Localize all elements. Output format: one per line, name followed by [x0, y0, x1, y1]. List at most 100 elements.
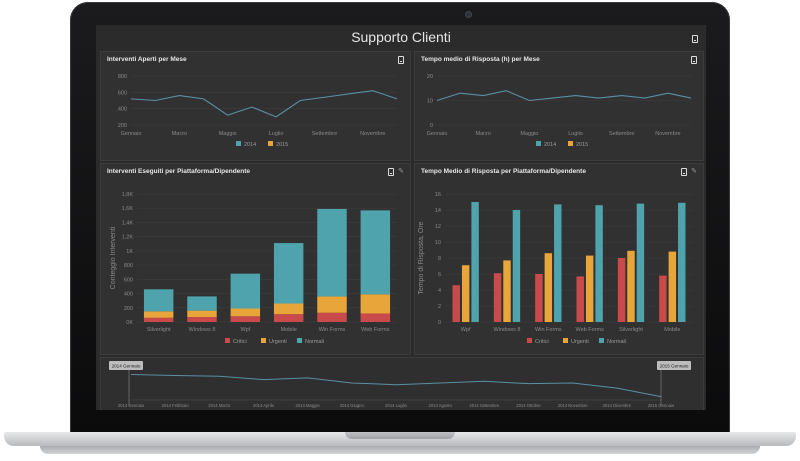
- dashboard-title: Supporto Clienti: [351, 29, 451, 45]
- y-tick-label: 2: [438, 304, 441, 310]
- x-tick-label: Gennaio: [427, 131, 448, 137]
- bar-segment: [317, 296, 347, 313]
- bar: [668, 251, 677, 322]
- range-tick-label: 2014 Novembre: [558, 403, 588, 408]
- y-tick-label: 1K: [126, 249, 133, 255]
- x-tick-label: Novembre: [655, 131, 680, 137]
- bar-segment: [360, 210, 391, 295]
- range-end-handle: [657, 361, 691, 370]
- x-tick-label: Maggio: [219, 131, 237, 137]
- bar: [544, 253, 553, 322]
- y-tick-label: 0: [430, 123, 433, 129]
- x-tick-label: Silverlight: [619, 327, 643, 333]
- x-tick-label: Gennaio: [121, 131, 142, 137]
- bar: [678, 202, 686, 322]
- panel-tempo-medio-piattaforma: Tempo Medio di Risposta per Piattaforma/…: [414, 163, 704, 355]
- range-tick-label: 2014 Maggio: [296, 403, 321, 408]
- legend-label: Normali: [607, 339, 626, 345]
- bar-segment: [230, 273, 261, 309]
- series-line: [436, 90, 692, 102]
- y-axis-label: Conteggio Interventi: [110, 226, 117, 289]
- y-tick-label: 1,4K: [122, 220, 134, 226]
- laptop-notch: [345, 432, 455, 439]
- export-button[interactable]: [692, 35, 698, 43]
- x-tick-label: Win Forms: [319, 327, 346, 333]
- export-icon[interactable]: [681, 168, 688, 176]
- legend-label: Normali: [305, 339, 324, 345]
- screen: Supporto Clienti Interventi Aperti per M…: [96, 25, 706, 410]
- range-start-label: 2014 Gennaio: [112, 364, 141, 369]
- legend-swatch: [599, 338, 604, 343]
- range-selector[interactable]: 2014 Gennaio 2014 Febbraio 2014 Marzo 2014 …: [100, 357, 704, 410]
- panel-tempo-medio-mese: Tempo medio di Risposta (h) per Mese 20 1…: [414, 51, 704, 161]
- series-line: [130, 90, 398, 118]
- chart-range-selector: 2014 Gennaio 2014 Febbraio 2014 Marzo 2014 …: [109, 361, 691, 408]
- export-icon[interactable]: [388, 168, 395, 176]
- y-tick-label: 16: [435, 192, 441, 198]
- bar: [636, 203, 645, 322]
- y-tick-label: 1,2K: [122, 235, 134, 241]
- bar-segment: [360, 294, 391, 314]
- y-tick-label: 400: [118, 107, 127, 113]
- y-tick-label: 10: [435, 240, 441, 246]
- bar-segment: [317, 312, 347, 322]
- bar: [535, 274, 543, 322]
- bar-segment: [230, 308, 261, 317]
- pin-icon[interactable]: ✎: [398, 168, 404, 175]
- y-axis-label: Tempo di Risposta, Ore: [418, 221, 425, 294]
- legend-label: Urgenti: [269, 339, 287, 345]
- legend-swatch: [261, 338, 266, 343]
- panel-title: Tempo medio di Risposta (h) per Mese: [421, 56, 540, 63]
- bar-segment: [317, 208, 347, 297]
- legend-swatch: [225, 338, 230, 343]
- panel-title: Interventi Eseguiti per Piattaforma/Dipe…: [107, 168, 251, 175]
- y-tick-label: 600: [118, 90, 127, 96]
- export-icon[interactable]: [691, 56, 697, 64]
- bar-segment: [143, 311, 174, 318]
- y-tick-label: 800: [124, 263, 133, 269]
- laptop-foot: [40, 446, 760, 454]
- x-tick-label: Wpf: [240, 327, 250, 333]
- bar: [617, 258, 626, 322]
- legend-label: Urgenti: [571, 339, 589, 345]
- y-tick-label: 8: [438, 256, 441, 262]
- bar: [493, 273, 502, 322]
- panel-interventi-aperti: Interventi Aperti per Mese 800 600 400 200 G…: [100, 51, 411, 161]
- panel-interventi-eseguiti: Interventi Eseguiti per Piattaforma/Dipe…: [100, 163, 411, 355]
- x-tick-label: Mobile: [664, 327, 680, 333]
- y-tick-label: 20: [427, 74, 433, 80]
- x-tick-label: Settembre: [312, 131, 337, 137]
- legend-label: 2014: [544, 142, 556, 148]
- x-tick-label: Wpf: [461, 327, 471, 333]
- y-tick-label: 14: [435, 208, 441, 214]
- bar-segment: [230, 316, 261, 322]
- range-tick-label: 2014 Luglio: [385, 403, 407, 408]
- bar-segment: [187, 317, 217, 322]
- legend-swatch: [527, 338, 532, 343]
- x-tick-label: Novembre: [360, 131, 385, 137]
- y-tick-label: 4: [438, 288, 441, 294]
- chart-interventi-eseguiti: 1,8K 1,6K 1,4K 1,2K 1K 800 600 400 200 0K Conteggi…: [110, 192, 397, 345]
- pin-icon[interactable]: ✎: [691, 168, 697, 175]
- bar: [471, 202, 479, 322]
- x-tick-label: Settembre: [609, 131, 634, 137]
- range-tick-label: 2014 Febbraio: [162, 403, 190, 408]
- y-tick-label: 0K: [126, 320, 133, 326]
- y-tick-label: 6: [438, 272, 441, 278]
- legend-label: Critici: [233, 339, 247, 345]
- chart-tempo-medio-piattaforma: 16 14 12 10 8 6 4 2 0 Tempo di Risposta, Ore Wpf Wi…: [418, 192, 693, 345]
- bar-segment: [187, 296, 217, 311]
- bar: [461, 265, 470, 322]
- y-tick-label: 200: [124, 306, 133, 312]
- bar-segment: [187, 310, 217, 318]
- y-tick-label: 400: [124, 292, 133, 298]
- y-tick-label: 10: [427, 99, 433, 105]
- bar-segment: [273, 243, 304, 304]
- document-icon: [692, 35, 698, 43]
- x-tick-label: Silverlight: [147, 327, 171, 333]
- export-icon[interactable]: [398, 56, 404, 64]
- legend-label: Critici: [535, 339, 549, 345]
- x-tick-label: Luglio: [568, 131, 583, 137]
- bar: [585, 255, 594, 322]
- bar: [659, 275, 667, 322]
